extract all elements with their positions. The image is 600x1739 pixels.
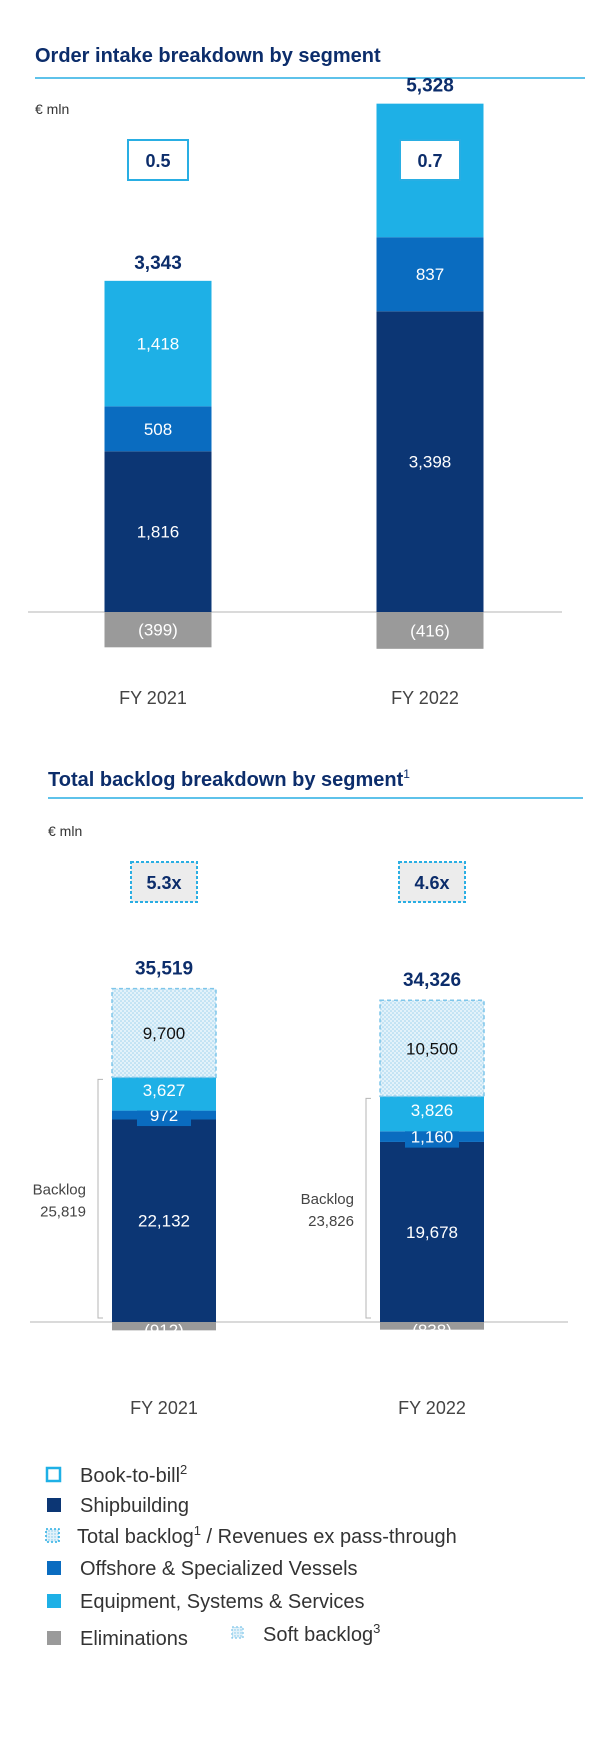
legend-label-eliminations: Eliminations <box>80 1628 188 1650</box>
label-shipbuilding-1: 3,398 <box>409 453 452 472</box>
label-equipment-1: 3,826 <box>411 1101 454 1120</box>
legend-swatch-offshore <box>47 1561 61 1575</box>
legend-label-soft: Soft backlog3 <box>263 1621 380 1646</box>
backlog-label-0: Backlog <box>33 1182 86 1199</box>
bar-eliminations-1 <box>376 612 484 649</box>
ratio-value-0: 5.3x <box>146 873 181 893</box>
label-shipbuilding-0: 1,816 <box>137 523 180 542</box>
bar-shipbuilding-1 <box>376 311 484 612</box>
label-offshore-0: 972 <box>150 1106 178 1125</box>
total-label-1: 5,328 <box>406 76 454 97</box>
bar-equipment-0 <box>104 280 212 407</box>
bar-equipment-1 <box>380 1096 484 1132</box>
backlog-bracket-1 <box>365 1097 371 1319</box>
label-eliminations-1: (416) <box>410 621 450 640</box>
backlog-bracket-0 <box>97 1078 103 1319</box>
bar-soft-0 <box>111 987 217 1079</box>
bar-eliminations-0 <box>104 612 212 648</box>
order-intake-unit: € mln <box>35 101 69 117</box>
legend: Book-to-bill2 Shipbuilding Total backlog1 … <box>45 1462 457 1650</box>
legend-swatch-total-backlog-ratio <box>45 1528 60 1543</box>
category-label-0: FY 2021 <box>119 688 187 708</box>
legend-swatch-shipbuilding <box>47 1498 61 1512</box>
legend-label-ratio: Total backlog1 / Revenues ex pass-throug… <box>77 1523 457 1548</box>
book-to-bill-box-0 <box>127 139 189 181</box>
legend-swatch-book-to-bill <box>45 1466 62 1483</box>
label-eliminations-1: (838) <box>412 1321 452 1340</box>
legend-label-offshore: Offshore & Specialized Vessels <box>80 1558 358 1580</box>
book-to-bill-value-1: 0.7 <box>417 151 442 171</box>
category-label-1: FY 2022 <box>398 1398 466 1418</box>
book-to-bill-value-0: 0.5 <box>145 151 170 171</box>
legend-swatch-soft-backlog <box>231 1626 244 1639</box>
backlog-chart: 22,132 972 3,627 9,700 (912) 35,519 5.3x Backlo… <box>30 861 568 1418</box>
label-shipbuilding-1: 19,678 <box>406 1223 458 1242</box>
backlog-value-1: 23,826 <box>308 1213 354 1230</box>
backlog-unit: € mln <box>48 823 82 839</box>
total-label-0: 35,519 <box>135 959 193 980</box>
order-intake-title: Order intake breakdown by segment <box>35 45 381 67</box>
backlog-title: Total backlog breakdown by segment1 <box>48 767 410 791</box>
bar-shipbuilding-0 <box>104 451 212 612</box>
label-offshore-0: 508 <box>144 420 172 439</box>
label-offshore-1: 837 <box>416 265 444 284</box>
backlog-value-0: 25,819 <box>40 1204 86 1221</box>
backlog-label-1: Backlog <box>301 1191 354 1208</box>
category-label-1: FY 2022 <box>391 688 459 708</box>
label-eliminations-0: (399) <box>138 621 178 640</box>
bar-shipbuilding-1 <box>380 1141 484 1322</box>
label-shipbuilding-0: 22,132 <box>138 1212 190 1231</box>
total-label-0: 3,343 <box>134 253 182 274</box>
legend-label-shipbuilding: Shipbuilding <box>80 1495 189 1517</box>
ratio-value-1: 4.6x <box>414 873 449 893</box>
book-to-bill-box-1 <box>399 139 461 181</box>
bar-offshore-1 <box>376 237 484 312</box>
label-soft-1: 10,500 <box>406 1039 458 1058</box>
legend-swatch-equipment <box>47 1594 61 1608</box>
bar-shipbuilding-0 <box>112 1119 216 1322</box>
label-equipment-0: 1,418 <box>137 335 180 354</box>
order-intake-chart: 1,816 508 1,418 (399) 3,343 0.5 FY 2021 3,398 83… <box>28 76 562 708</box>
label-offshore-1: 1,160 <box>411 1128 454 1147</box>
legend-label-btb: Book-to-bill2 <box>80 1462 187 1487</box>
label-equipment-0: 3,627 <box>143 1081 186 1100</box>
label-eliminations-0: (912) <box>144 1321 184 1340</box>
legend-label-equipment: Equipment, Systems & Services <box>80 1591 365 1613</box>
bar-eliminations-0 <box>112 1322 216 1331</box>
bar-eliminations-1 <box>380 1322 484 1330</box>
bar-offshore-0 <box>104 406 212 452</box>
total-label-1: 34,326 <box>403 970 461 991</box>
bar-soft-1 <box>379 999 485 1098</box>
legend-swatch-eliminations <box>47 1631 61 1645</box>
category-label-0: FY 2021 <box>130 1398 198 1418</box>
ratio-box-0 <box>130 861 198 903</box>
label-soft-0: 9,700 <box>143 1024 186 1043</box>
ratio-box-1 <box>398 861 466 903</box>
bar-equipment-0 <box>112 1077 216 1111</box>
